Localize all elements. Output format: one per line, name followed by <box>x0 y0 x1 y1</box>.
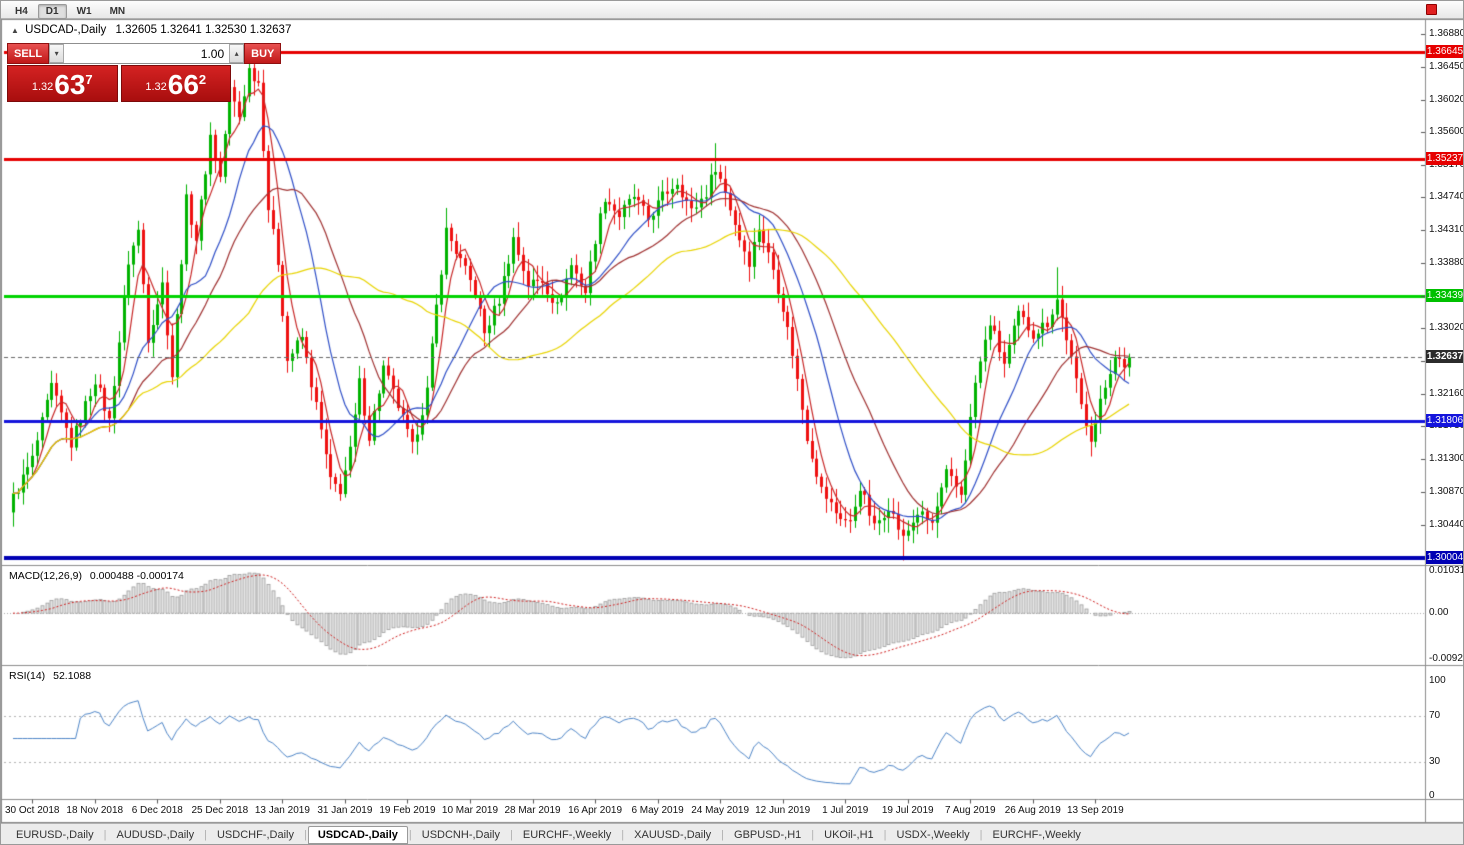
tab-separator: | <box>303 829 307 841</box>
toolbar: H4 D1 W1 MN <box>1 1 1463 19</box>
tab-separator: | <box>510 829 513 841</box>
price-chart-canvas[interactable] <box>1 19 1463 823</box>
sell-price-base: 1.32 <box>31 81 54 93</box>
macd-values: 0.000488 -0.000174 <box>89 570 184 582</box>
sell-price-pips: 63 <box>54 69 86 100</box>
tab-separator: | <box>103 829 107 841</box>
tab-xauusd-daily[interactable]: XAUUSD-,Daily <box>634 829 712 841</box>
rsi-value: 52.1088 <box>53 670 92 682</box>
tab-eurchf-weekly[interactable]: EURCHF-,Weekly <box>992 829 1081 841</box>
tab-separator: | <box>408 829 412 841</box>
timeframe-toolbar: H4 D1 W1 MN <box>7 1 135 19</box>
chart-window: 1.36880 1.36450 1.36020 1.35600 1.35170 1.347… <box>1 19 1463 823</box>
tab-usdx-weekly[interactable]: USDX-,Weekly <box>896 829 970 841</box>
timeframe-mn-button[interactable]: MN <box>102 4 134 19</box>
tab-separator: | <box>811 829 815 841</box>
sell-price-box[interactable]: 1.32 63 7 <box>7 65 118 102</box>
timeframe-d1-button[interactable]: D1 <box>37 3 67 19</box>
tab-separator: | <box>621 829 625 841</box>
tab-separator: | <box>204 829 207 841</box>
volume-up-icon[interactable]: ▴ <box>229 44 245 63</box>
chart-tab-bar: EURUSD-,Daily | AUDUSD-,Daily | USDCHF-,Dail… <box>1 823 1463 844</box>
tab-eurusd-daily[interactable]: EURUSD-,Daily <box>16 829 94 841</box>
chart-ohlc-values: 1.32605 1.32641 1.32530 1.32637 <box>115 24 292 36</box>
tab-ukoil-h1[interactable]: UKOil-,H1 <box>824 829 874 841</box>
buy-button[interactable]: BUY <box>244 43 282 64</box>
tab-usdchf-daily[interactable]: USDCHF-,Daily <box>216 829 294 841</box>
volume-input[interactable] <box>64 44 230 63</box>
buy-price-box[interactable]: 1.32 66 2 <box>120 65 231 102</box>
buy-price-pips: 66 <box>167 69 199 100</box>
buy-price-pipette: 2 <box>198 72 207 87</box>
rsi-label: RSI(14) 52.1088 <box>9 670 91 682</box>
chart-marker-icon: ▲ <box>11 26 19 35</box>
sell-price-pipette: 7 <box>85 72 93 87</box>
tab-separator: | <box>979 829 983 841</box>
volume-down-icon[interactable]: ▾ <box>49 44 65 63</box>
red-square-icon[interactable] <box>1426 4 1437 15</box>
macd-label: MACD(12,26,9) 0.000488 -0.000174 <box>9 570 184 582</box>
tab-separator: | <box>883 829 887 841</box>
sell-button[interactable]: SELL <box>7 43 50 64</box>
chart-title: USDCAD-,Daily <box>25 24 107 36</box>
timeframe-h4-button[interactable]: H4 <box>7 4 36 19</box>
tab-gbpusd-h1[interactable]: GBPUSD-,H1 <box>734 829 802 841</box>
timeframe-w1-button[interactable]: W1 <box>69 4 100 19</box>
macd-name: MACD(12,26,9) <box>9 570 82 582</box>
rsi-name: RSI(14) <box>9 670 46 682</box>
tab-usdcnh-daily[interactable]: USDCNH-,Daily <box>421 829 500 841</box>
buy-price-base: 1.32 <box>145 81 167 93</box>
tab-separator: | <box>721 829 725 841</box>
chart-header: ▲ USDCAD-,Daily 1.32605 1.32641 1.32530 … <box>11 24 291 36</box>
volume-control: ▾ ▴ <box>49 43 245 64</box>
tab-audusd-daily[interactable]: AUDUSD-,Daily <box>116 829 195 841</box>
tab-eurchf-weekly[interactable]: EURCHF-,Weekly <box>522 829 612 841</box>
tab-usdcad-daily[interactable]: USDCAD-,Daily <box>307 826 408 844</box>
